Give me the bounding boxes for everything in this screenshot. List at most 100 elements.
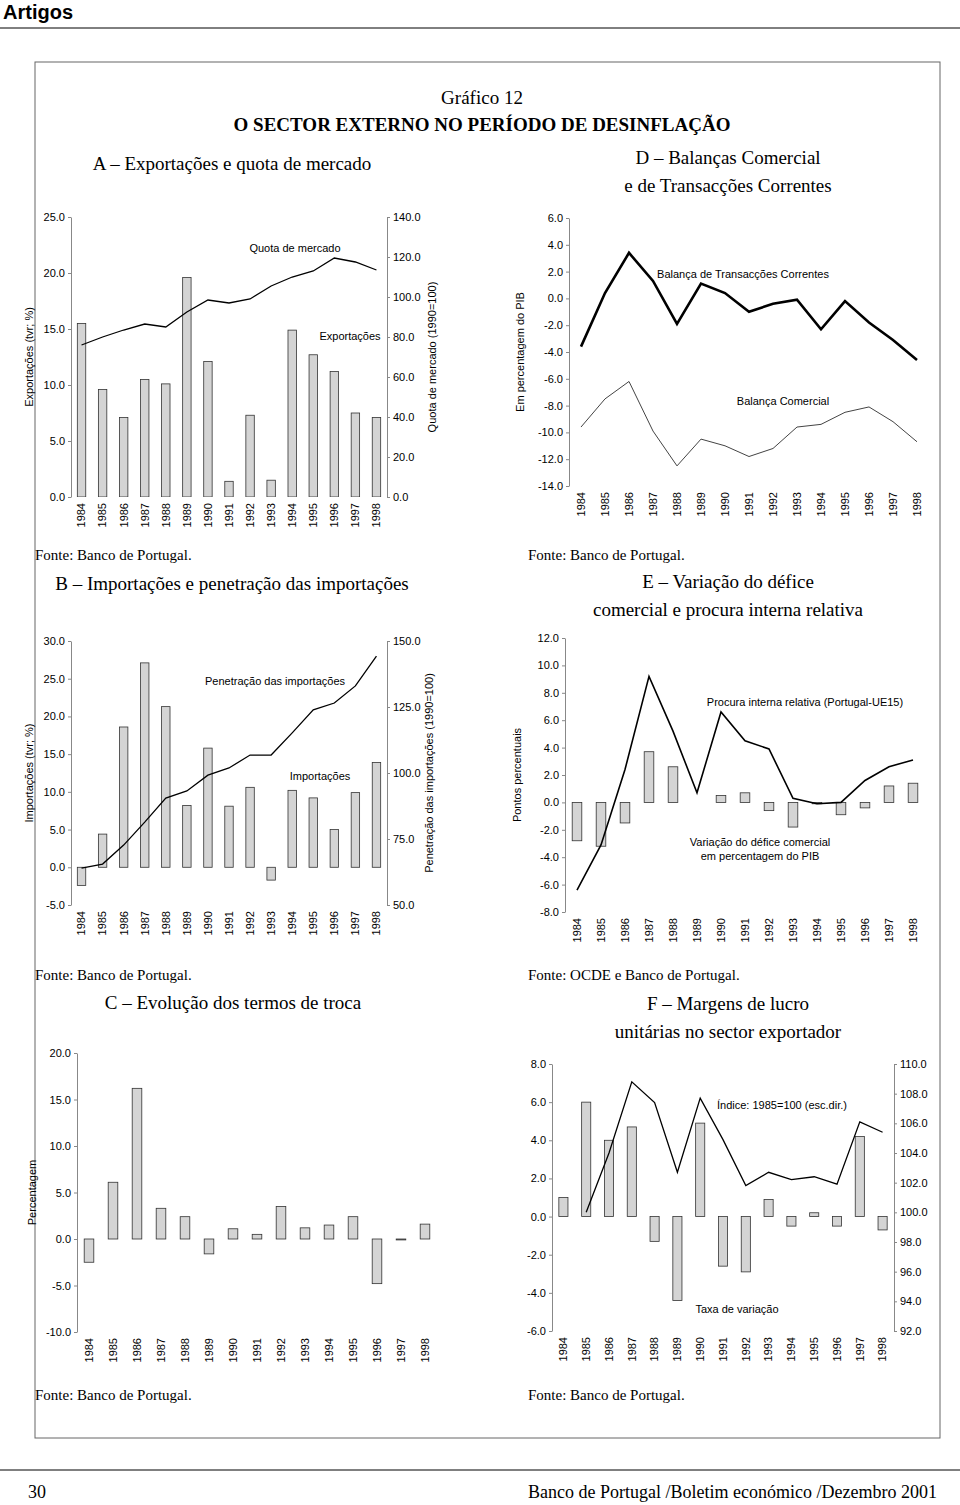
- y-axis-tick-label: -4.0: [527, 1287, 546, 1299]
- y-axis-tick-label: 2.0: [544, 769, 559, 781]
- y2-axis-tick-label: 100.0: [393, 767, 421, 779]
- bar: [108, 1182, 118, 1239]
- series-label: Balança de Transacções Correntes: [657, 268, 829, 280]
- x-axis: 1984198519861987198819891990199119921993…: [75, 497, 382, 527]
- x-tick-label: 1987: [139, 911, 151, 935]
- x-tick: 1987: [626, 1331, 638, 1361]
- y-axis-tick-label: 15.0: [44, 323, 65, 335]
- x-tick: 1985: [107, 1332, 119, 1362]
- y-axis-tick: -10.0: [46, 1326, 77, 1338]
- x-tick-label: 1992: [740, 1337, 752, 1361]
- page-footer: Banco de Portugal /Boletim económico /De…: [528, 1482, 937, 1502]
- x-tick: 1985: [599, 486, 611, 516]
- bar: [225, 481, 233, 497]
- x-tick-label: 1997: [883, 918, 895, 942]
- y2-axis-tick-label: 98.0: [900, 1236, 921, 1248]
- bar: [650, 1217, 659, 1242]
- y2-axis-tick-mark: [894, 1094, 897, 1095]
- x-tick: 1997: [349, 905, 361, 935]
- y-axis-tick-label: -5.0: [46, 899, 65, 911]
- bar: [788, 802, 798, 827]
- x-tick: 1993: [299, 1332, 311, 1362]
- x-tick-label: 1989: [203, 1338, 215, 1362]
- y2-axis-tick-label: 100.0: [900, 1206, 928, 1218]
- x-tick-label: 1998: [370, 911, 382, 935]
- chart-title: D – Balanças Comerciale de Transacções C…: [624, 147, 831, 196]
- y2-axis-title: Quota de mercado (1990=100): [426, 282, 438, 433]
- y2-axis-tick-label: 75.0: [393, 833, 414, 845]
- y-axis-tick-mark: [566, 406, 569, 407]
- bar: [855, 1136, 864, 1216]
- y-axis-tick: -5.0: [46, 899, 71, 911]
- chart-source: Fonte: Banco de Portugal.: [35, 1387, 192, 1403]
- y-axis: 0.05.010.015.020.025.0: [44, 211, 72, 503]
- y-axis-tick: -8.0: [540, 906, 565, 918]
- y-axis-tick-mark: [549, 1064, 552, 1065]
- x-tick-label: 1995: [307, 503, 319, 527]
- y2-axis-tick: 120.0: [387, 251, 421, 263]
- chart-panel: E – Variação do déficecomercial e procur…: [511, 571, 919, 983]
- y2-axis-tick: 106.0: [894, 1117, 928, 1129]
- bar: [810, 1213, 819, 1217]
- y-axis-tick-mark: [566, 486, 569, 487]
- y2-axis-tick-mark: [894, 1123, 897, 1124]
- bar: [204, 748, 212, 867]
- y-axis-tick-mark: [566, 459, 569, 460]
- plot-area: [572, 676, 918, 890]
- y-axis-tick: 20.0: [50, 1047, 77, 1059]
- y-axis-tick-label: 15.0: [44, 748, 65, 760]
- y-axis-tick: 0.0: [56, 1233, 77, 1245]
- x-tick: 1992: [244, 905, 256, 935]
- y-axis-tick: 6.0: [544, 714, 565, 726]
- x-tick-label: 1994: [811, 918, 823, 942]
- y-axis-tick-label: -6.0: [540, 879, 559, 891]
- plot-area: [77, 258, 380, 497]
- y-axis-tick-mark: [562, 830, 565, 831]
- x-tick: 1989: [203, 1332, 215, 1362]
- x-tick: 1985: [580, 1331, 592, 1361]
- chart-source: Fonte: OCDE e Banco de Portugal.: [528, 967, 740, 983]
- y-axis-tick-mark: [562, 638, 565, 639]
- x-tick: 1998: [907, 912, 919, 942]
- x-tick: 1988: [160, 905, 172, 935]
- x-tick: 1991: [743, 486, 755, 516]
- bar: [348, 1217, 358, 1239]
- x-tick: 1986: [118, 905, 130, 935]
- x-tick-label: 1989: [691, 918, 703, 942]
- y-axis-title: Importações (tvr; %): [23, 723, 35, 822]
- x-tick: 1991: [251, 1332, 263, 1362]
- y-axis-tick-mark: [68, 641, 71, 642]
- x-tick-label: 1998: [876, 1337, 888, 1361]
- y-axis-tick: -5.0: [52, 1280, 77, 1292]
- bar: [673, 1217, 682, 1301]
- y-axis-tick-mark: [74, 1193, 77, 1194]
- y-axis-tick-label: 2.0: [548, 266, 563, 278]
- x-tick: 1988: [667, 912, 679, 942]
- bar: [77, 323, 85, 497]
- x-tick: 1984: [83, 1332, 95, 1362]
- y-axis-tick-label: 30.0: [44, 635, 65, 647]
- bar: [668, 767, 678, 803]
- y-axis-title: Exportações (tvr; %): [23, 307, 35, 407]
- y-axis-tick-mark: [68, 716, 71, 717]
- chart-panel: F – Margens de lucrounitárias no sector …: [527, 993, 928, 1403]
- bar: [908, 783, 918, 802]
- y-axis-tick-label: 0.0: [531, 1211, 546, 1223]
- x-axis: 1984198519861987198819891990199119921993…: [75, 905, 382, 935]
- y-axis-tick: 2.0: [531, 1172, 552, 1184]
- bar: [716, 796, 726, 803]
- x-tick-label: 1991: [739, 918, 751, 942]
- y2-axis-tick: 0.0: [387, 491, 408, 503]
- line: [581, 381, 917, 465]
- y-axis-tick: 10.0: [538, 659, 565, 671]
- y-axis-tick: -2.0: [544, 319, 569, 331]
- x-tick: 1987: [647, 486, 659, 516]
- y-axis-tick: 4.0: [531, 1134, 552, 1146]
- bar: [559, 1198, 568, 1217]
- x-tick-label: 1988: [160, 911, 172, 935]
- y2-axis-tick: 108.0: [894, 1088, 928, 1100]
- x-tick: 1996: [328, 497, 340, 527]
- x-tick-label: 1992: [763, 918, 775, 942]
- y-axis-line: [71, 218, 72, 498]
- bar: [330, 830, 338, 868]
